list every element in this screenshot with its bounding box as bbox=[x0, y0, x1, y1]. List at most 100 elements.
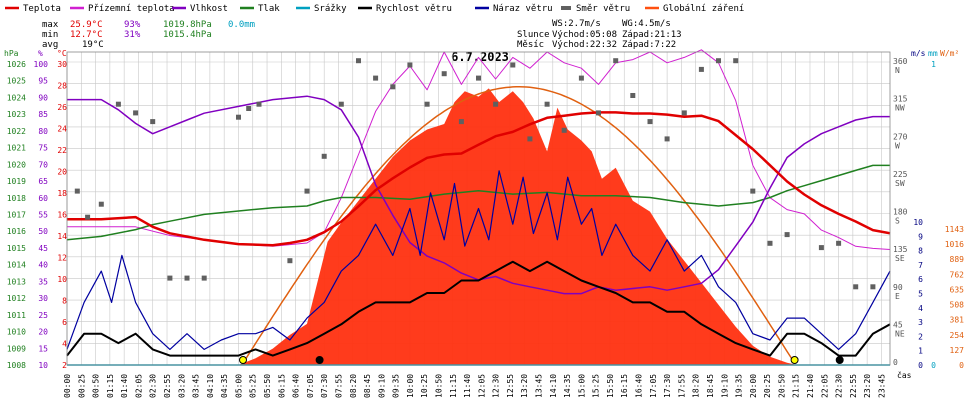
time-tick-label: 20:50 bbox=[777, 374, 786, 398]
wm2-tick-label: 508 bbox=[950, 301, 965, 310]
c-tick-label: 4 bbox=[62, 340, 67, 349]
direction-deg-label: 45 bbox=[893, 320, 903, 329]
time-tick-label: 16:15 bbox=[620, 374, 629, 398]
direction-deg-label: 135 bbox=[893, 245, 908, 254]
c-tick-label: 16 bbox=[57, 211, 67, 220]
time-tick-label: 13:45 bbox=[535, 374, 544, 398]
wind-direction-point bbox=[201, 275, 207, 281]
c-tick-label: 2 bbox=[62, 361, 67, 370]
unit-time: čas bbox=[897, 370, 912, 380]
moon-set: Západ:7:22 bbox=[622, 40, 676, 50]
direction-deg-label: 225 bbox=[893, 170, 908, 179]
unit-wm2: W/m² bbox=[940, 49, 959, 58]
ms-tick-label: 7 bbox=[918, 261, 923, 270]
time-tick-label: 05:00 bbox=[235, 374, 244, 398]
ms-tick-label: 4 bbox=[918, 304, 923, 313]
time-tick-label: 23:20 bbox=[863, 374, 872, 398]
wm2-tick-label: 762 bbox=[950, 270, 965, 279]
wind-direction-point bbox=[356, 58, 361, 64]
time-tick-label: 11:40 bbox=[463, 374, 472, 398]
time-tick-label: 11:15 bbox=[449, 374, 458, 398]
wind-direction-point bbox=[767, 240, 773, 246]
time-tick-label: 01:15 bbox=[106, 374, 115, 398]
moon-label: Měsíc bbox=[517, 40, 544, 50]
pct-tick-label: 55 bbox=[38, 211, 48, 220]
wind-direction-point bbox=[836, 240, 842, 246]
pct-tick-label: 95 bbox=[38, 77, 48, 86]
series-line-p-zemn-teplota bbox=[67, 49, 891, 250]
axes: 1026102510241023102210211020101910181017… bbox=[7, 51, 965, 398]
time-tick-label: 07:55 bbox=[335, 374, 344, 398]
direction-name-label: NW bbox=[895, 104, 905, 113]
time-tick-label: 19:35 bbox=[735, 374, 744, 398]
wind-direction-point bbox=[870, 284, 876, 290]
ms-tick-label: 8 bbox=[918, 247, 923, 256]
wind-direction-point bbox=[256, 101, 262, 107]
time-tick-label: 17:30 bbox=[663, 374, 672, 398]
time-tick-label: 21:15 bbox=[792, 374, 801, 398]
time-tick-label: 18:20 bbox=[692, 374, 701, 398]
hpa-tick-label: 1012 bbox=[7, 294, 26, 303]
ms-tick-label: 0 bbox=[918, 361, 923, 370]
c-tick-label: 14 bbox=[57, 232, 67, 241]
direction-deg-label: 315 bbox=[893, 95, 908, 104]
ms-tick-label: 3 bbox=[918, 318, 923, 327]
pct-tick-label: 35 bbox=[38, 277, 48, 286]
wind-direction-point bbox=[630, 93, 636, 98]
wind-direction-point bbox=[304, 188, 310, 194]
info-block: max 25.9°C 93% 1019.8hPa 0.0mm min 12.7°… bbox=[42, 19, 682, 64]
wind-direction-point bbox=[664, 136, 670, 142]
pct-tick-label: 80 bbox=[38, 127, 48, 136]
wind-direction-point bbox=[527, 136, 533, 142]
time-tick-label: 07:30 bbox=[320, 374, 329, 398]
time-tick-label: 08:45 bbox=[363, 374, 372, 398]
pct-tick-label: 25 bbox=[38, 311, 48, 320]
wind-direction-point bbox=[287, 258, 293, 264]
wind-direction-point bbox=[733, 58, 739, 64]
time-tick-label: 04:35 bbox=[220, 374, 229, 398]
direction-deg-label: 270 bbox=[893, 132, 908, 141]
wind-direction-point bbox=[167, 275, 173, 281]
time-tick-label: 16:40 bbox=[635, 374, 644, 398]
series-line-rychlost-v-tru bbox=[66, 260, 891, 357]
unit-hpa: hPa bbox=[4, 49, 19, 58]
time-tick-label: 02:55 bbox=[163, 374, 172, 398]
time-tick-label: 21:40 bbox=[806, 374, 815, 398]
time-tick-label: 03:20 bbox=[177, 374, 186, 398]
wind-direction-point bbox=[98, 201, 104, 207]
c-tick-label: 10 bbox=[57, 275, 67, 284]
stat-max-temp: 25.9°C bbox=[70, 20, 103, 30]
wind-direction-point bbox=[441, 71, 447, 77]
stat-max-label: max bbox=[42, 20, 59, 30]
time-tick-label: 14:10 bbox=[549, 374, 558, 398]
direction-deg-label: 90 bbox=[893, 283, 903, 292]
hpa-tick-label: 1020 bbox=[7, 160, 26, 169]
moon-rise: Východ:22:32 bbox=[552, 40, 617, 50]
hpa-tick-label: 1015 bbox=[7, 244, 26, 253]
hpa-tick-label: 1021 bbox=[7, 144, 26, 153]
wm2-tick-label: 0 bbox=[959, 361, 964, 370]
hpa-tick-label: 1008 bbox=[7, 361, 26, 370]
c-tick-label: 28 bbox=[57, 82, 67, 91]
hpa-tick-label: 1026 bbox=[7, 60, 26, 69]
ms-tick-label: 1 bbox=[918, 347, 923, 356]
stat-avg-label: avg bbox=[42, 40, 58, 50]
wind-direction-point bbox=[681, 110, 687, 116]
unit-c: °C bbox=[57, 49, 67, 58]
ms-tick-label: 9 bbox=[918, 232, 923, 241]
axis-units: hPa % °C m/s mm W/m² čas bbox=[4, 49, 959, 380]
pct-tick-label: 20 bbox=[38, 328, 48, 337]
wind-direction-point bbox=[85, 214, 91, 220]
legend-label: Vlhkost bbox=[190, 4, 228, 14]
pct-tick-label: 40 bbox=[38, 261, 48, 270]
wm2-tick-label: 127 bbox=[950, 346, 965, 355]
time-tick-label: 07:05 bbox=[306, 374, 315, 398]
direction-name-label: N bbox=[895, 66, 900, 75]
hpa-tick-label: 1024 bbox=[7, 93, 26, 102]
wind-direction-point bbox=[338, 101, 344, 107]
time-tick-label: 19:10 bbox=[720, 374, 729, 398]
wind-direction-point bbox=[321, 153, 327, 159]
wm2-tick-label: 254 bbox=[950, 331, 965, 340]
time-tick-label: 17:55 bbox=[677, 374, 686, 398]
